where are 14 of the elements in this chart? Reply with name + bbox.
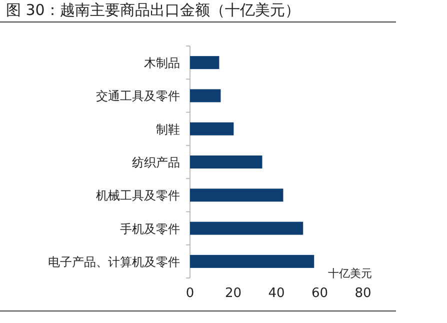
- y-tick-label: 木制品: [144, 56, 180, 70]
- y-tick-label: 制鞋: [156, 122, 180, 136]
- x-tick-label: 0: [186, 286, 194, 301]
- chart-title: 图 30：越南主要商品出口金额（十亿美元）: [6, 1, 300, 19]
- x-axis-title: 十亿美元: [328, 267, 372, 280]
- y-tick-label: 交通工具及零件: [96, 89, 180, 104]
- y-tick-label: 电子产品、计算机及零件: [48, 254, 180, 269]
- x-tick-label: 40: [268, 286, 285, 301]
- y-tick-label: 纺织产品: [132, 156, 180, 170]
- y-tick-label: 手机及零件: [120, 222, 180, 236]
- x-tick-label: 60: [311, 286, 328, 301]
- x-tick-label: 80: [354, 286, 372, 301]
- x-tick-label: 20: [224, 286, 242, 301]
- y-tick-label: 机械工具及零件: [96, 188, 180, 203]
